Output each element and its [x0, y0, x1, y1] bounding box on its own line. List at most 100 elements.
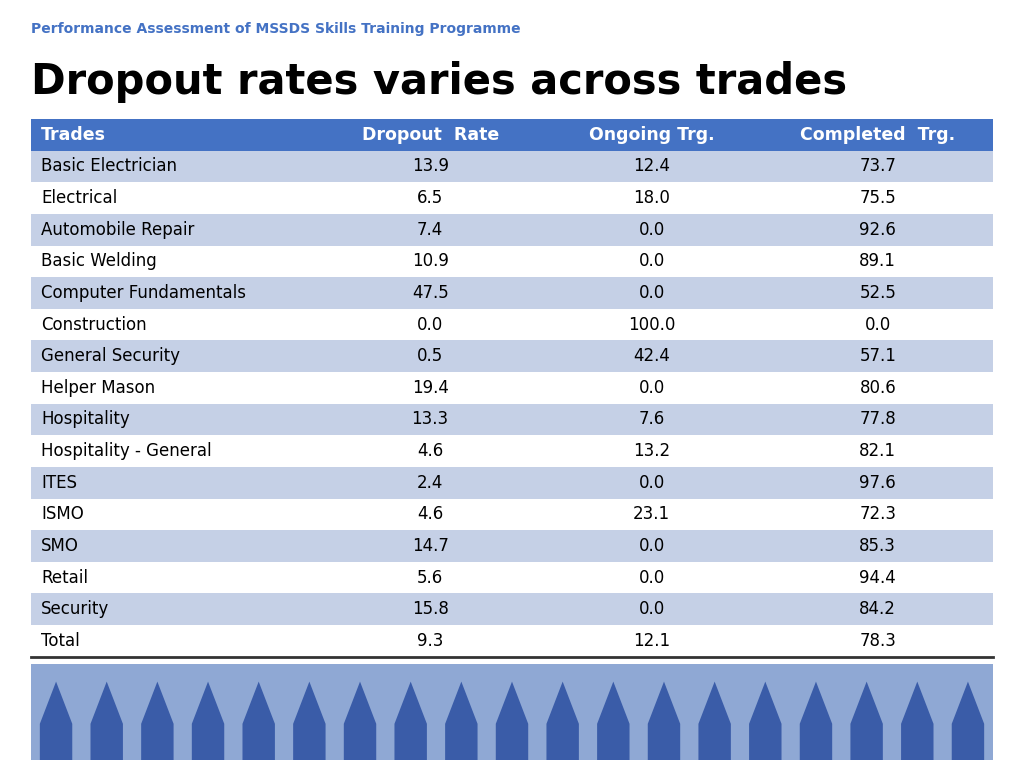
Polygon shape — [293, 682, 326, 760]
Text: Total: Total — [41, 632, 80, 650]
Text: 0.0: 0.0 — [638, 220, 665, 239]
Polygon shape — [486, 664, 538, 760]
Text: 12.1: 12.1 — [633, 632, 670, 650]
Text: 14.7: 14.7 — [412, 537, 449, 555]
Polygon shape — [284, 664, 335, 760]
Text: Helper Mason: Helper Mason — [41, 379, 155, 397]
Text: 72.3: 72.3 — [859, 505, 896, 523]
Text: 23.1: 23.1 — [633, 505, 670, 523]
Polygon shape — [750, 682, 781, 760]
Text: Hospitality - General: Hospitality - General — [41, 442, 212, 460]
Text: 6.5: 6.5 — [417, 189, 443, 207]
Text: 82.1: 82.1 — [859, 442, 896, 460]
Text: General Security: General Security — [41, 347, 180, 366]
Polygon shape — [740, 664, 791, 760]
Text: 7.4: 7.4 — [417, 220, 443, 239]
Text: ISMO: ISMO — [41, 505, 84, 523]
Text: Dropout  Rate: Dropout Rate — [361, 126, 499, 144]
Polygon shape — [892, 664, 943, 760]
Text: 80.6: 80.6 — [859, 379, 896, 397]
Text: 94.4: 94.4 — [859, 568, 896, 587]
Text: 0.0: 0.0 — [417, 316, 443, 333]
Text: 0.0: 0.0 — [638, 568, 665, 587]
Polygon shape — [233, 664, 284, 760]
Polygon shape — [538, 664, 588, 760]
Polygon shape — [588, 664, 639, 760]
Polygon shape — [191, 682, 224, 760]
Polygon shape — [951, 682, 984, 760]
Text: Dropout rates varies across trades: Dropout rates varies across trades — [31, 61, 847, 104]
Text: 75.5: 75.5 — [859, 189, 896, 207]
Text: 0.5: 0.5 — [417, 347, 443, 366]
Polygon shape — [182, 664, 233, 760]
Text: 85.3: 85.3 — [859, 537, 896, 555]
Text: 12.4: 12.4 — [633, 157, 670, 175]
Text: 0.0: 0.0 — [638, 379, 665, 397]
Text: 0.0: 0.0 — [638, 537, 665, 555]
Text: 18.0: 18.0 — [633, 189, 670, 207]
Polygon shape — [639, 664, 689, 760]
Polygon shape — [901, 682, 934, 760]
Text: 13.3: 13.3 — [412, 410, 449, 429]
Polygon shape — [90, 682, 123, 760]
Text: 4.6: 4.6 — [417, 505, 443, 523]
Polygon shape — [445, 682, 477, 760]
Text: Trades: Trades — [41, 126, 105, 144]
Text: 0.0: 0.0 — [864, 316, 891, 333]
Polygon shape — [385, 664, 436, 760]
Text: Hospitality: Hospitality — [41, 410, 130, 429]
Text: 15.8: 15.8 — [412, 601, 449, 618]
Text: Security: Security — [41, 601, 110, 618]
Text: ITES: ITES — [41, 474, 77, 492]
Text: Basic Electrician: Basic Electrician — [41, 157, 177, 175]
Polygon shape — [842, 664, 892, 760]
Text: 52.5: 52.5 — [859, 284, 896, 302]
Polygon shape — [689, 664, 740, 760]
Text: Basic Welding: Basic Welding — [41, 253, 157, 270]
Text: 84.2: 84.2 — [859, 601, 896, 618]
Text: 100.0: 100.0 — [628, 316, 675, 333]
Text: 0.0: 0.0 — [638, 601, 665, 618]
Text: SMO: SMO — [41, 537, 79, 555]
Text: Completed  Trg.: Completed Trg. — [800, 126, 955, 144]
Text: 47.5: 47.5 — [412, 284, 449, 302]
Polygon shape — [31, 664, 81, 760]
Text: 9.3: 9.3 — [417, 632, 443, 650]
Text: Construction: Construction — [41, 316, 146, 333]
Text: Performance Assessment of MSSDS Skills Training Programme: Performance Assessment of MSSDS Skills T… — [31, 22, 520, 35]
Text: 13.2: 13.2 — [633, 442, 670, 460]
Text: 0.0: 0.0 — [638, 284, 665, 302]
Polygon shape — [132, 664, 182, 760]
Polygon shape — [335, 664, 385, 760]
Text: Retail: Retail — [41, 568, 88, 587]
Polygon shape — [496, 682, 528, 760]
Text: 0.0: 0.0 — [638, 253, 665, 270]
Polygon shape — [800, 682, 833, 760]
Polygon shape — [344, 682, 376, 760]
Text: Automobile Repair: Automobile Repair — [41, 220, 195, 239]
Text: Ongoing Trg.: Ongoing Trg. — [589, 126, 715, 144]
Text: 13.9: 13.9 — [412, 157, 449, 175]
Polygon shape — [81, 664, 132, 760]
Polygon shape — [943, 664, 993, 760]
Text: 73.7: 73.7 — [859, 157, 896, 175]
Text: Electrical: Electrical — [41, 189, 117, 207]
Text: 19.4: 19.4 — [412, 379, 449, 397]
Text: 92.6: 92.6 — [859, 220, 896, 239]
Polygon shape — [141, 682, 174, 760]
Text: 7.6: 7.6 — [638, 410, 665, 429]
Polygon shape — [40, 682, 73, 760]
Text: Computer Fundamentals: Computer Fundamentals — [41, 284, 246, 302]
Polygon shape — [394, 682, 427, 760]
Polygon shape — [597, 682, 630, 760]
Text: 10.9: 10.9 — [412, 253, 449, 270]
Text: 42.4: 42.4 — [633, 347, 670, 366]
Polygon shape — [850, 682, 883, 760]
Text: 4.6: 4.6 — [417, 442, 443, 460]
Text: 89.1: 89.1 — [859, 253, 896, 270]
Text: 57.1: 57.1 — [859, 347, 896, 366]
Text: 97.6: 97.6 — [859, 474, 896, 492]
Text: 5.6: 5.6 — [417, 568, 443, 587]
Polygon shape — [791, 664, 842, 760]
Polygon shape — [547, 682, 579, 760]
